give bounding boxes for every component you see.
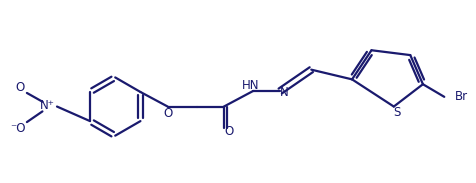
Text: HN: HN — [241, 79, 258, 92]
Text: N: N — [279, 86, 288, 99]
Text: N⁺: N⁺ — [40, 99, 55, 112]
Text: O: O — [163, 107, 172, 120]
Text: Br: Br — [454, 90, 467, 103]
Text: O: O — [15, 81, 25, 94]
Text: S: S — [392, 106, 399, 119]
Text: O: O — [224, 125, 233, 138]
Text: ⁻O: ⁻O — [10, 122, 26, 135]
